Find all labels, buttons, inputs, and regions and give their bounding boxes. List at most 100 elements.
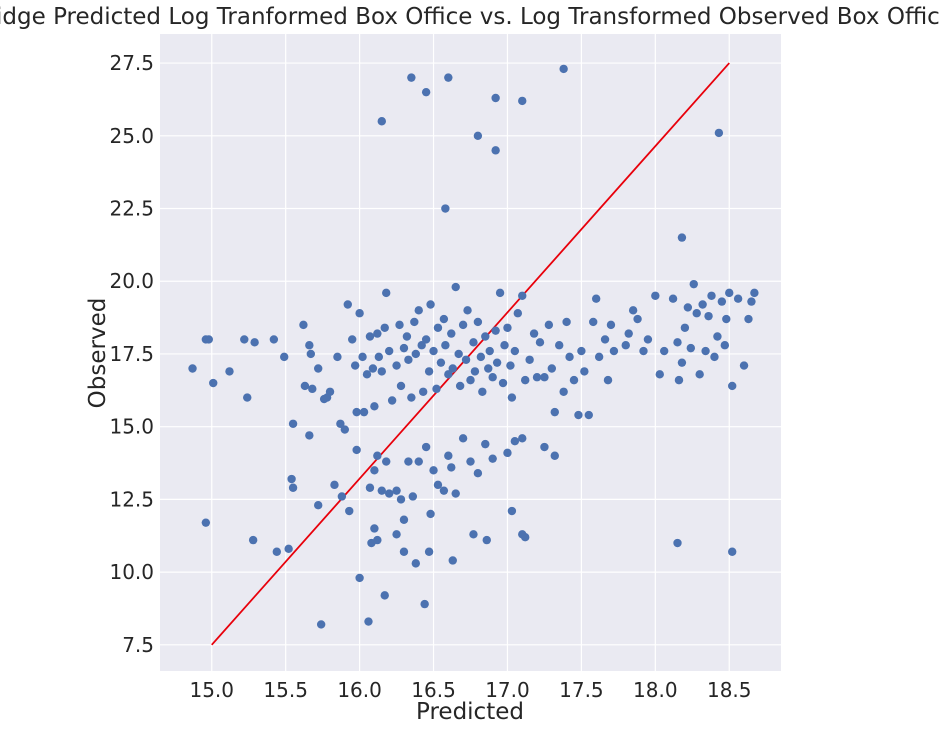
data-point [594, 352, 604, 362]
data-point [368, 364, 378, 373]
data-point [355, 309, 364, 318]
data-point [673, 338, 682, 347]
data-point [589, 317, 598, 327]
data-point [305, 341, 314, 350]
data-point [540, 442, 549, 452]
data-point [518, 96, 527, 106]
y-tick-label: 20.0 [109, 269, 154, 293]
data-point [451, 489, 460, 498]
x-axis-label: Predicted [416, 699, 524, 725]
data-point [488, 454, 497, 463]
data-point [525, 355, 534, 364]
data-point [580, 367, 589, 376]
data-point [569, 375, 579, 385]
data-point [374, 352, 384, 362]
data-point [448, 364, 457, 373]
x-tick-label: 15.0 [189, 678, 234, 702]
y-tick-label: 22.5 [109, 197, 154, 221]
data-point [725, 288, 734, 298]
data-point [600, 335, 610, 344]
data-point [308, 384, 317, 394]
x-tick-label: 18.0 [633, 678, 678, 702]
data-point [201, 518, 211, 527]
data-point [343, 300, 352, 309]
data-point [414, 306, 423, 315]
data-point [470, 367, 480, 376]
data-point [377, 486, 386, 495]
data-point [392, 530, 401, 539]
data-point [404, 457, 413, 466]
data-point [373, 451, 382, 460]
data-point [562, 317, 571, 327]
data-point [420, 599, 429, 609]
data-point [280, 352, 289, 362]
data-point [387, 396, 397, 405]
data-point [454, 349, 463, 359]
data-point [300, 381, 310, 391]
data-point [677, 233, 687, 242]
data-point [565, 352, 574, 362]
data-point [355, 573, 364, 583]
data-point [365, 332, 375, 341]
data-point [243, 393, 252, 402]
data-point [426, 509, 435, 519]
data-point [555, 341, 564, 350]
data-point [506, 361, 515, 370]
data-point [248, 535, 258, 545]
data-point [503, 323, 512, 332]
data-point [451, 282, 460, 292]
data-point [695, 370, 704, 379]
y-axis-label: Observed [85, 298, 111, 409]
y-axis-ticks: 7.5 10.0 12.5 15.0 17.5 20.0 22.5 25.0 27.5 [109, 51, 154, 657]
data-point [404, 355, 413, 364]
data-point [432, 384, 441, 394]
data-point [306, 349, 316, 359]
data-point [492, 358, 502, 367]
data-point [392, 361, 401, 370]
data-point [535, 338, 545, 347]
data-point [444, 451, 453, 460]
data-point [739, 361, 749, 370]
y-tick-label: 15.0 [109, 415, 154, 439]
data-point [316, 620, 326, 629]
data-point [336, 419, 345, 428]
data-point [418, 387, 428, 396]
data-point [250, 338, 259, 347]
x-tick-label: 17.5 [559, 678, 604, 702]
data-point [433, 323, 443, 332]
data-point [698, 300, 707, 309]
data-point [370, 402, 379, 411]
data-point [507, 506, 517, 516]
data-point [225, 367, 234, 376]
data-point [352, 445, 361, 455]
data-point [704, 311, 713, 321]
data-point [417, 341, 426, 350]
data-point [603, 375, 613, 385]
data-point [717, 297, 727, 306]
chart-title: Ridge Predicted Log Tranformed Box Offic… [0, 4, 941, 30]
data-point [463, 306, 472, 315]
data-point [651, 291, 660, 300]
data-point [364, 617, 373, 626]
data-point [370, 466, 379, 475]
data-point [673, 538, 682, 548]
data-point [584, 410, 593, 420]
data-point [439, 486, 449, 495]
data-point [495, 288, 505, 298]
data-point [733, 294, 743, 303]
y-tick-label: 27.5 [109, 51, 154, 75]
data-point [639, 346, 648, 356]
data-point [305, 431, 314, 440]
data-point [529, 329, 539, 338]
data-point [484, 364, 493, 373]
data-point [429, 466, 438, 475]
data-point [491, 146, 500, 155]
data-point [399, 515, 409, 524]
data-point [488, 373, 497, 382]
data-point [624, 329, 633, 338]
data-point [447, 463, 456, 472]
data-point [395, 320, 404, 330]
data-point [392, 486, 401, 495]
data-point [414, 457, 423, 466]
data-point [188, 364, 197, 373]
